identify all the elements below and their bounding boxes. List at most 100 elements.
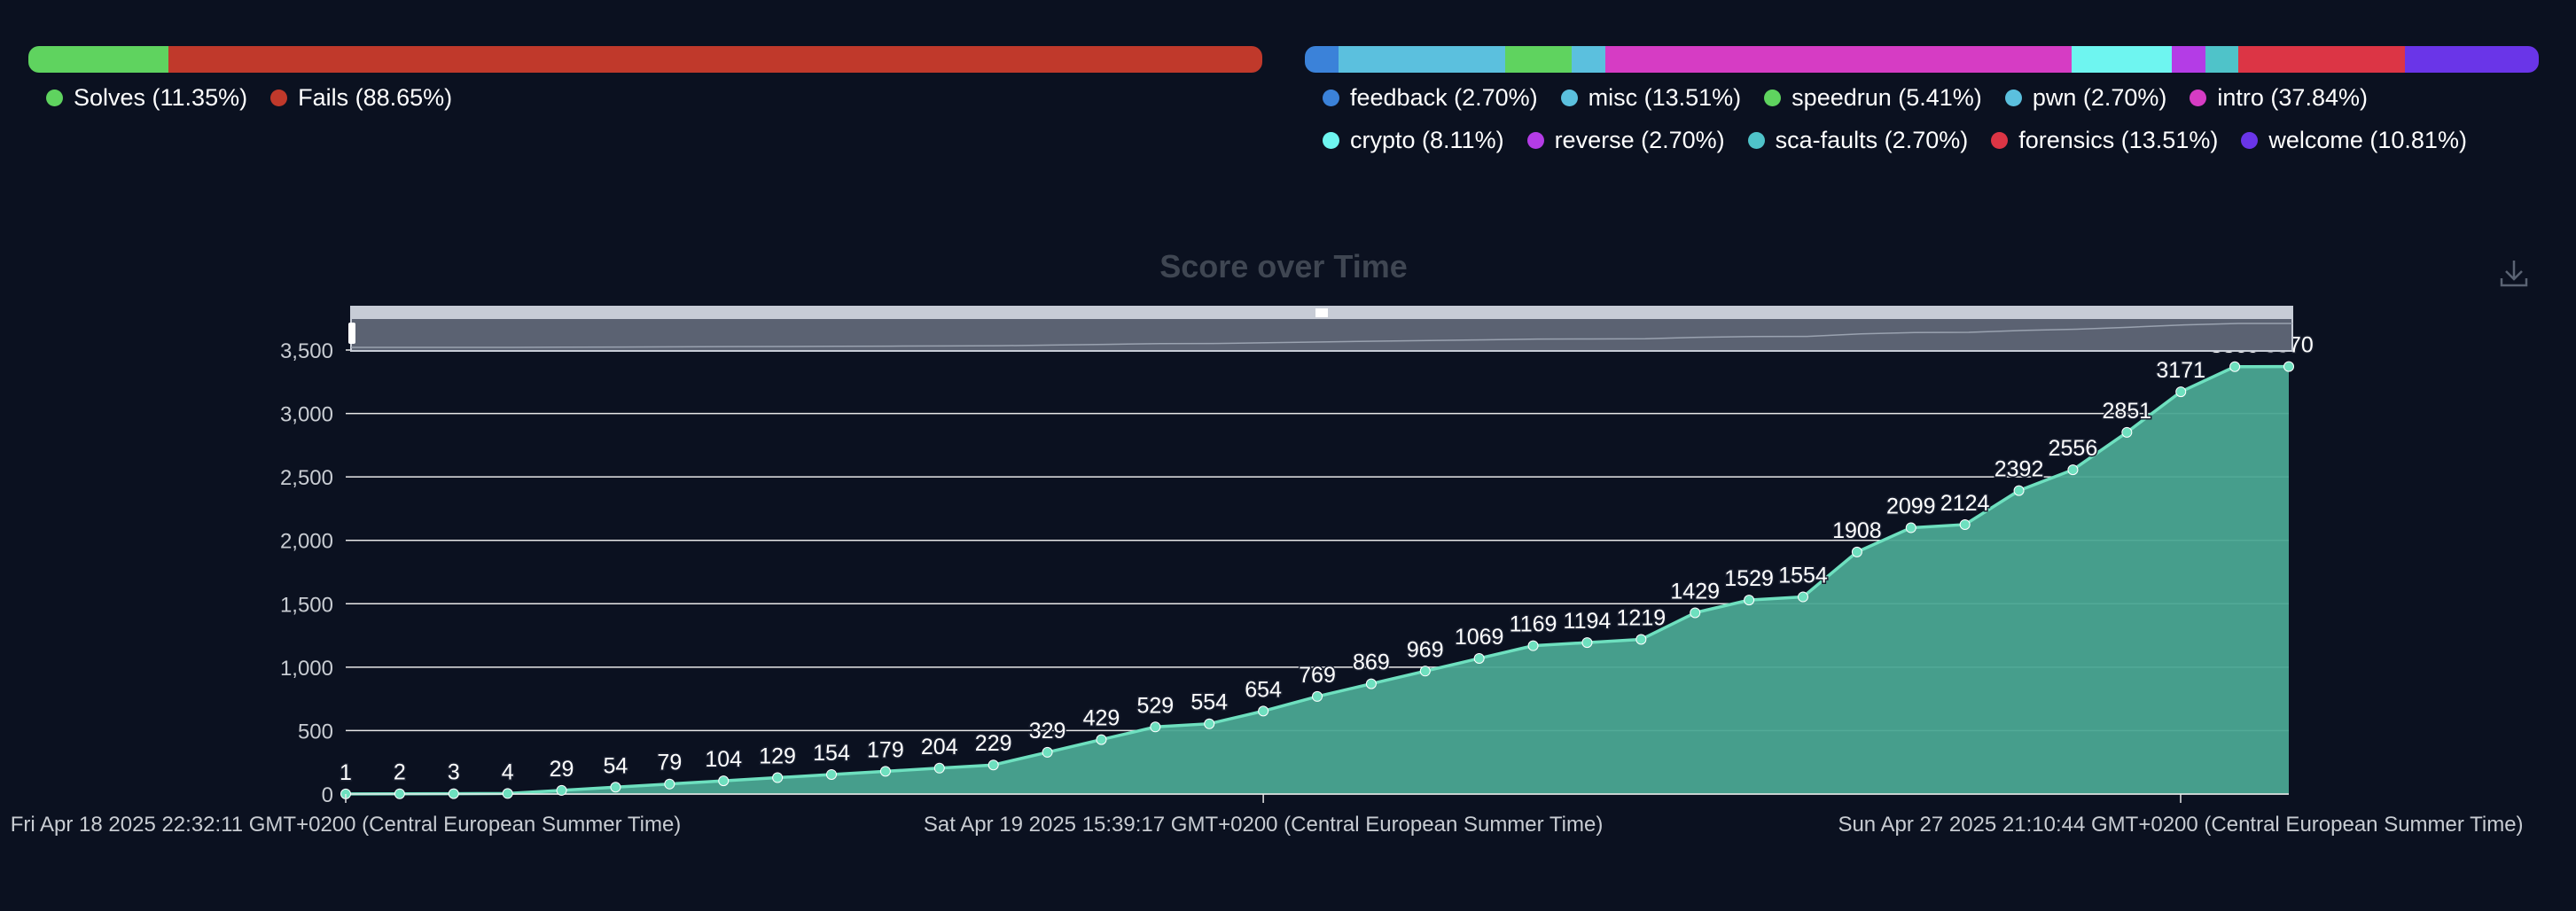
data-point: [1473, 652, 1485, 664]
category-segment[interactable]: [1305, 46, 1339, 73]
category-legend-label: reverse (2.70%): [1554, 127, 1725, 153]
legend-dot-icon: [1323, 89, 1339, 106]
category-segment[interactable]: [1571, 46, 1605, 73]
data-point: [2067, 464, 2079, 476]
category-legend-item[interactable]: pwn (2.70%): [2004, 76, 2167, 119]
data-point: [1365, 678, 1377, 689]
data-label: 179: [867, 737, 904, 762]
zoom-slider-preview: [350, 323, 2293, 348]
category-segment[interactable]: [1338, 46, 1505, 73]
category-legend-label: pwn (2.70%): [2032, 84, 2167, 111]
solves-fails-bar: [28, 46, 1262, 73]
solves-fails-segment[interactable]: [28, 46, 168, 73]
category-segment[interactable]: [2205, 46, 2239, 73]
data-label: 2851: [2103, 399, 2152, 424]
x-tick-label: Sun Apr 27 2025 21:10:44 GMT+0200 (Centr…: [1838, 813, 2523, 837]
category-segment[interactable]: [2172, 46, 2205, 73]
data-point: [2229, 361, 2241, 372]
chart-title: Score over Time: [1159, 248, 1407, 284]
download-icon[interactable]: [2498, 257, 2530, 289]
legend-dot-icon: [2004, 89, 2022, 106]
data-label: 204: [921, 735, 958, 759]
zoom-slider-grip-icon: [1315, 308, 1328, 317]
category-legend-label: crypto (8.11%): [1350, 127, 1504, 153]
data-point: [826, 768, 837, 780]
category-legend-label: sca-faults (2.70%): [1775, 127, 1969, 153]
data-point: [1258, 705, 1269, 717]
category-segment[interactable]: [1604, 46, 2073, 73]
category-segment[interactable]: [2072, 46, 2173, 73]
data-label: 79: [657, 751, 682, 775]
data-point: [1042, 746, 1053, 758]
data-label: 1169: [1510, 612, 1557, 637]
legend-dot-icon: [2190, 89, 2207, 106]
legend-dot-icon: [46, 89, 63, 106]
data-label: 104: [705, 747, 742, 772]
data-point: [1905, 522, 1916, 533]
data-point: [1419, 666, 1431, 677]
legend-dot-icon: [2241, 131, 2259, 149]
data-point: [1959, 518, 1971, 530]
category-legend-item[interactable]: welcome (10.81%): [2241, 119, 2467, 161]
y-tick-label: 500: [298, 720, 333, 744]
legend-dot-icon: [270, 89, 288, 106]
category-legend-label: forensics (13.51%): [2018, 127, 2219, 153]
data-label: 4: [502, 759, 514, 784]
category-legend-item[interactable]: sca-faults (2.70%): [1747, 119, 1969, 161]
data-label: 2124: [1940, 491, 1990, 516]
data-label: 969: [1407, 637, 1444, 662]
category-segment[interactable]: [2238, 46, 2406, 73]
category-legend-item[interactable]: forensics (13.51%): [1991, 119, 2218, 161]
category-legend: feedback (2.70%) misc (13.51%) speedrun (5…: [1323, 76, 2546, 161]
data-label: 1194: [1564, 609, 1612, 634]
solves-fails-segment[interactable]: [168, 46, 1262, 73]
y-tick-label: 3,500: [280, 339, 333, 363]
data-point: [772, 772, 784, 783]
data-point: [556, 784, 567, 796]
legend-dot-icon: [1560, 89, 1578, 106]
data-point: [2283, 361, 2294, 372]
data-point: [933, 762, 945, 774]
data-point: [987, 759, 999, 771]
category-segment[interactable]: [2405, 46, 2539, 73]
data-label: 654: [1245, 677, 1282, 702]
score-area: [346, 366, 2289, 794]
data-label: 869: [1353, 650, 1390, 675]
data-point: [1096, 734, 1107, 745]
data-label: 1554: [1778, 564, 1828, 588]
y-tick-label: 3,000: [280, 403, 333, 427]
category-legend-item[interactable]: feedback (2.70%): [1323, 76, 1538, 119]
data-label: 3171: [2156, 358, 2205, 383]
solves-fails-legend-label: Solves (11.35%): [74, 84, 248, 111]
data-point: [2121, 426, 2133, 438]
y-tick-label: 1,500: [280, 593, 333, 617]
data-label: 1908: [1832, 518, 1882, 543]
data-point: [1744, 595, 1755, 606]
data-point: [448, 788, 459, 799]
y-tick-label: 0: [322, 783, 333, 807]
solves-fails-legend-item[interactable]: Solves (11.35%): [46, 76, 247, 119]
category-legend-item[interactable]: intro (37.84%): [2190, 76, 2368, 119]
data-point: [879, 766, 891, 777]
data-label: 1219: [1617, 606, 1667, 631]
category-legend-label: misc (13.51%): [1588, 84, 1742, 111]
data-label: 154: [813, 741, 850, 766]
category-legend-label: feedback (2.70%): [1350, 84, 1538, 111]
score-over-time-chart: Score over Time 0 500 1,000 1,500 2,000 2,500 3…: [11, 248, 2524, 837]
category-legend-item[interactable]: misc (13.51%): [1560, 76, 1742, 119]
data-point: [1798, 591, 1808, 603]
category-segment[interactable]: [1504, 46, 1572, 73]
solves-fails-legend-item[interactable]: Fails (88.65%): [270, 76, 452, 119]
data-point: [2175, 386, 2187, 398]
category-legend-item[interactable]: reverse (2.70%): [1526, 119, 1725, 161]
data-label: 1429: [1670, 579, 1720, 603]
category-legend-item[interactable]: speedrun (5.41%): [1764, 76, 1982, 119]
data-label: 329: [1029, 719, 1066, 744]
data-point: [664, 778, 675, 790]
data-label: 229: [975, 731, 1012, 756]
data-label: 554: [1190, 690, 1228, 715]
category-legend-item[interactable]: crypto (8.11%): [1323, 119, 1504, 161]
y-tick-label: 1,000: [280, 657, 333, 681]
data-point: [1527, 640, 1539, 651]
data-label: 769: [1299, 663, 1336, 688]
